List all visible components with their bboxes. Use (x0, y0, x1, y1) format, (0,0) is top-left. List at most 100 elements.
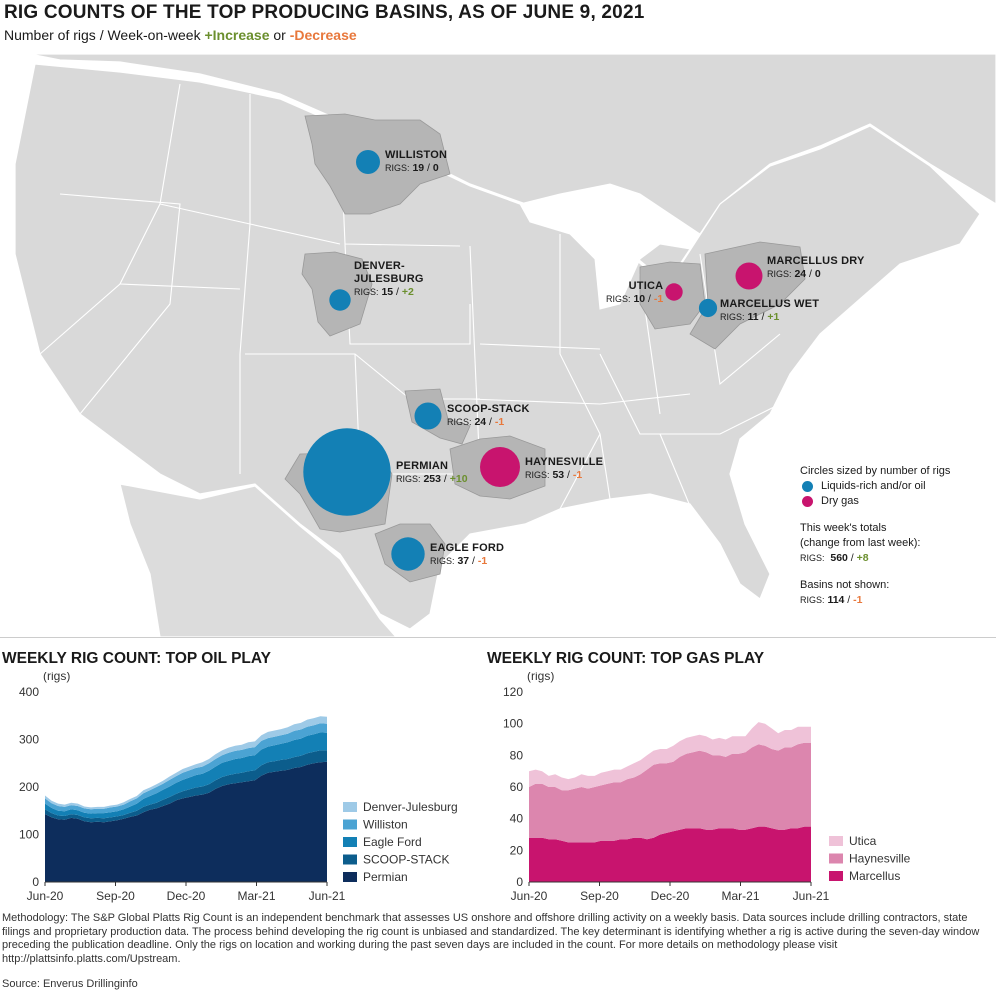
x-tick-label: Dec-20 (651, 889, 690, 903)
or-label: or (269, 27, 290, 43)
y-tick-label: 120 (503, 685, 523, 699)
y-tick-label: 20 (510, 843, 524, 857)
basin-name: MARCELLUS DRY (767, 255, 865, 267)
oil-chart: 0 100 200 300 400 (rigs) Jun-20 Sep-20 Dec-20 Mar… (19, 672, 458, 903)
rigs-label: RIGS: (354, 287, 379, 297)
rig-count: 24 (794, 268, 807, 280)
legend-swatch (343, 819, 357, 830)
bubble-eagle (391, 537, 425, 571)
rig-count: 11 (747, 311, 759, 323)
rigs-label: RIGS: (767, 269, 792, 279)
legend-liquids-label: Liquids-rich and/or oil (821, 480, 926, 492)
bubble-utica (665, 283, 683, 301)
y-tick-label: 300 (19, 733, 39, 747)
rigs-label: RIGS: (430, 556, 455, 566)
label-eagle: EAGLE FORD RIGS: 37 / -1 (430, 542, 504, 568)
rigs-line: RIGS: 24 / 0 (767, 268, 821, 280)
us-map (14, 54, 996, 637)
rigs-label: RIGS: (396, 474, 421, 484)
legend-heading: Circles sized by number of rigs (800, 465, 951, 477)
gas-chart: 0 20 40 60 80 100 120 (rigs) Jun-20 Sep-20 Dec-20 M… (503, 672, 911, 903)
rig-change: -1 (494, 416, 505, 428)
y-tick-label: 0 (32, 875, 39, 889)
y-tick-label: 100 (19, 828, 39, 842)
basin-name: DENVER- (354, 260, 405, 272)
bubble-marcellus-dry (735, 262, 763, 290)
legend-swatch (343, 837, 357, 847)
oil-chart-title: WEEKLY RIG COUNT: TOP OIL PLAY (2, 650, 272, 667)
totals-line: RIGS: 560 / +8 (800, 552, 869, 564)
not-shown-change: -1 (853, 594, 863, 606)
rig-count: 253 (423, 473, 441, 485)
x-tick-label: Mar-21 (237, 889, 275, 903)
y-tick-label: 60 (510, 780, 524, 794)
legend-entry: Denver-Julesburg (363, 800, 458, 814)
x-tick-label: Jun-21 (309, 889, 346, 903)
rig-count: 19 (412, 162, 425, 174)
y-tick-label: 80 (510, 748, 524, 762)
label-marcellus-wet: MARCELLUS WET RIGS: 11 / +1 (720, 298, 819, 324)
rigs-label: RIGS: (800, 553, 825, 563)
x-tick-label: Sep-20 (580, 889, 619, 903)
legend-swatch (829, 871, 843, 881)
area-haynesville (529, 742, 811, 843)
rigs-line: RIGS: 53 / -1 (525, 469, 583, 481)
mexico-land (119, 483, 397, 637)
legend-dry-gas: Dry gas (802, 494, 990, 509)
not-shown-heading: Basins not shown: (800, 579, 890, 591)
rigs-label: RIGS: (385, 163, 410, 173)
basin-name: SCOOP-STACK (447, 403, 530, 415)
rigs-label: RIGS: (800, 595, 825, 605)
rig-change: -1 (572, 469, 583, 481)
label-denver: DENVER- JULESBURG RIGS: 15 / +2 (354, 260, 424, 299)
totals-change: +8 (856, 552, 869, 564)
bubble-marcellus-wet (698, 298, 718, 318)
rigs-line: RIGS: 24 / -1 (447, 416, 505, 428)
rig-change: +1 (767, 311, 780, 323)
rig-change: +2 (401, 286, 414, 298)
label-utica: UTICA RIGS: 10 / -1 (606, 280, 663, 306)
map-legend: Circles sized by number of rigs Liquids-… (800, 464, 990, 608)
rig-count: 37 (457, 555, 470, 567)
rig-count: 10 (633, 293, 646, 305)
bubble-permian (303, 428, 391, 516)
x-tick-label: Sep-20 (96, 889, 135, 903)
rigs-line: RIGS: 37 / -1 (430, 555, 488, 567)
not-shown-rigs: 114 (827, 594, 845, 606)
legend-entry: SCOOP-STACK (363, 853, 449, 867)
page-subtitle: Number of rigs / Week-on-week +Increase … (4, 27, 357, 43)
label-scoop: SCOOP-STACK RIGS: 24 / -1 (447, 403, 530, 429)
rigs-line: RIGS: 10 / -1 (606, 293, 664, 305)
gulf-water (400, 496, 760, 637)
rig-change: -1 (477, 555, 488, 567)
bubble-haynesville (480, 447, 520, 487)
legend-swatch (343, 872, 357, 882)
rigs-line: RIGS: 19 / 0 (385, 162, 439, 174)
label-williston: WILLISTON RIGS: 19 / 0 (385, 149, 447, 175)
subtitle-prefix: Number of rigs / Week-on-week (4, 27, 205, 43)
rig-count: 24 (474, 416, 487, 428)
y-tick-label: 40 (510, 812, 524, 826)
legend-liquids: Liquids-rich and/or oil (802, 479, 990, 494)
basin-name: HAYNESVILLE (525, 456, 604, 468)
increase-label: +Increase (204, 27, 270, 43)
basin-name: PERMIAN (396, 460, 449, 472)
area-utica (529, 722, 811, 791)
legend-entry: Haynesville (849, 852, 911, 866)
rigs-line: RIGS: 11 / +1 (720, 311, 780, 323)
x-tick-label: Jun-20 (511, 889, 548, 903)
totals-heading-1: This week's totals (800, 522, 887, 534)
legend-entry: Marcellus (849, 869, 900, 883)
decrease-label: -Decrease (289, 27, 357, 43)
y-axis-label: (rigs) (43, 672, 70, 683)
label-marcellus-dry: MARCELLUS DRY RIGS: 24 / 0 (767, 255, 865, 281)
rig-change: +10 (449, 473, 468, 485)
bubble-denver (329, 289, 351, 311)
area-marcellus (529, 826, 811, 882)
legend-swatch (829, 836, 843, 846)
rig-change: -1 (653, 293, 664, 305)
gas-chart-title: WEEKLY RIG COUNT: TOP GAS PLAY (487, 650, 765, 667)
basin-name: UTICA (628, 280, 664, 292)
legend-entry: Permian (363, 870, 408, 884)
label-haynesville: HAYNESVILLE RIGS: 53 / -1 (525, 456, 603, 482)
